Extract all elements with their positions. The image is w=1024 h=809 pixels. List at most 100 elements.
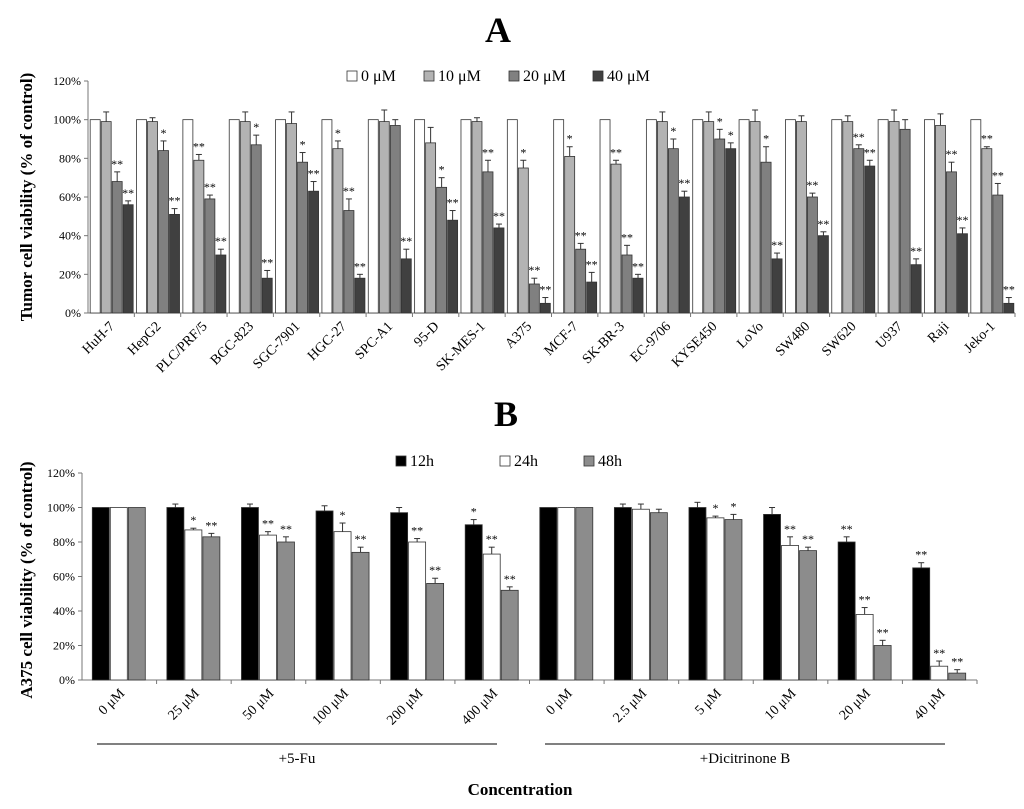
- significance-mark: **: [678, 176, 690, 190]
- significance-mark: **: [817, 217, 829, 231]
- bar: [286, 123, 297, 314]
- y-tick-label: 60%: [53, 570, 75, 584]
- significance-mark: *: [730, 499, 736, 513]
- legend-swatch: [499, 455, 511, 467]
- bar: [837, 541, 856, 681]
- significance-mark: **: [1003, 283, 1015, 297]
- bar: [706, 517, 725, 681]
- bar: [725, 148, 737, 314]
- legend-label: 12h: [410, 453, 434, 470]
- bar: [275, 119, 286, 314]
- bar: [613, 507, 632, 681]
- category-label: 25 μM: [166, 686, 203, 723]
- bar: [506, 119, 518, 314]
- bar: [575, 507, 594, 681]
- significance-mark: **: [215, 234, 227, 248]
- category-label: 5 μM: [693, 686, 726, 719]
- panel-a-label: A: [485, 10, 511, 50]
- significance-mark: *: [335, 126, 341, 140]
- legend-swatch: [592, 70, 604, 82]
- bar: [610, 163, 622, 314]
- significance-mark: **: [539, 283, 551, 297]
- category-label: EC-9706: [628, 319, 674, 365]
- significance-mark: **: [528, 263, 540, 277]
- bar: [378, 121, 390, 314]
- category-label: 10 μM: [762, 686, 799, 723]
- bar: [586, 281, 598, 314]
- bar: [738, 119, 750, 314]
- significance-mark: **: [586, 257, 598, 271]
- y-tick-label: 120%: [53, 74, 81, 88]
- significance-mark: **: [486, 532, 498, 546]
- significance-mark: *: [471, 505, 477, 519]
- significance-mark: *: [190, 513, 196, 527]
- bar: [948, 672, 967, 681]
- y-tick-label: 60%: [59, 190, 81, 204]
- bar: [315, 510, 334, 681]
- category-label: 0 μM: [543, 686, 576, 719]
- y-tick-label: 100%: [53, 113, 81, 127]
- bar: [158, 150, 169, 314]
- bar: [261, 277, 273, 314]
- significance-mark: **: [910, 244, 922, 258]
- category-label: PLC/PRF/5: [154, 319, 211, 376]
- bar: [649, 512, 668, 681]
- bar: [109, 507, 128, 681]
- bar: [241, 507, 259, 681]
- bar: [771, 258, 783, 314]
- bar: [912, 567, 931, 681]
- bar: [500, 589, 519, 681]
- bar: [831, 119, 843, 314]
- significance-mark: **: [771, 238, 783, 252]
- legend: 12h 24h 48h: [395, 453, 622, 470]
- bar: [714, 138, 726, 314]
- category-label: 200 μM: [384, 686, 426, 728]
- bar: [688, 507, 707, 681]
- y-tick-label: 40%: [59, 229, 81, 243]
- bar: [184, 529, 203, 681]
- category-label: LoVo: [734, 319, 766, 351]
- significance-mark: **: [204, 180, 216, 194]
- significance-mark: *: [728, 128, 734, 142]
- significance-mark: **: [806, 178, 818, 192]
- legend-swatch: [508, 70, 520, 82]
- significance-mark: *: [253, 120, 259, 134]
- bar: [796, 121, 807, 314]
- bar: [100, 121, 112, 314]
- significance-mark: **: [945, 147, 957, 161]
- category-label: SK-BR-3: [580, 319, 628, 367]
- bar: [553, 119, 565, 314]
- y-tick-label: 120%: [47, 466, 75, 480]
- significance-mark: **: [575, 228, 587, 242]
- significance-mark: **: [308, 167, 320, 181]
- bar: [632, 277, 644, 314]
- category-label: A375: [503, 319, 536, 352]
- significance-mark: **: [400, 234, 412, 248]
- bar: [899, 128, 911, 314]
- significance-mark: **: [859, 593, 871, 607]
- bar: [910, 264, 922, 314]
- bar: [111, 181, 123, 314]
- bar: [785, 119, 796, 314]
- y-tick-label: 80%: [53, 535, 75, 549]
- bar: [873, 645, 892, 681]
- significance-mark: **: [343, 184, 355, 198]
- bar: [414, 119, 426, 314]
- legend-label: 24h: [514, 453, 538, 470]
- significance-mark: **: [956, 213, 968, 227]
- bar: [1003, 302, 1015, 314]
- panel-a-chart: 0%20%40%60%80%100%120%****HuH-7***HepG2*…: [53, 68, 1016, 376]
- bar: [692, 119, 704, 314]
- category-label: HuH-7: [80, 319, 118, 357]
- bar: [333, 531, 352, 681]
- significance-mark: **: [504, 572, 516, 586]
- category-label: 400 μM: [459, 686, 501, 728]
- bar: [853, 148, 865, 314]
- bar: [471, 121, 483, 314]
- category-label: HGC-27: [305, 319, 350, 364]
- bar: [367, 119, 379, 314]
- significance-mark: **: [981, 132, 993, 146]
- bar: [992, 194, 1004, 314]
- legend-label: 0 μM: [361, 68, 396, 85]
